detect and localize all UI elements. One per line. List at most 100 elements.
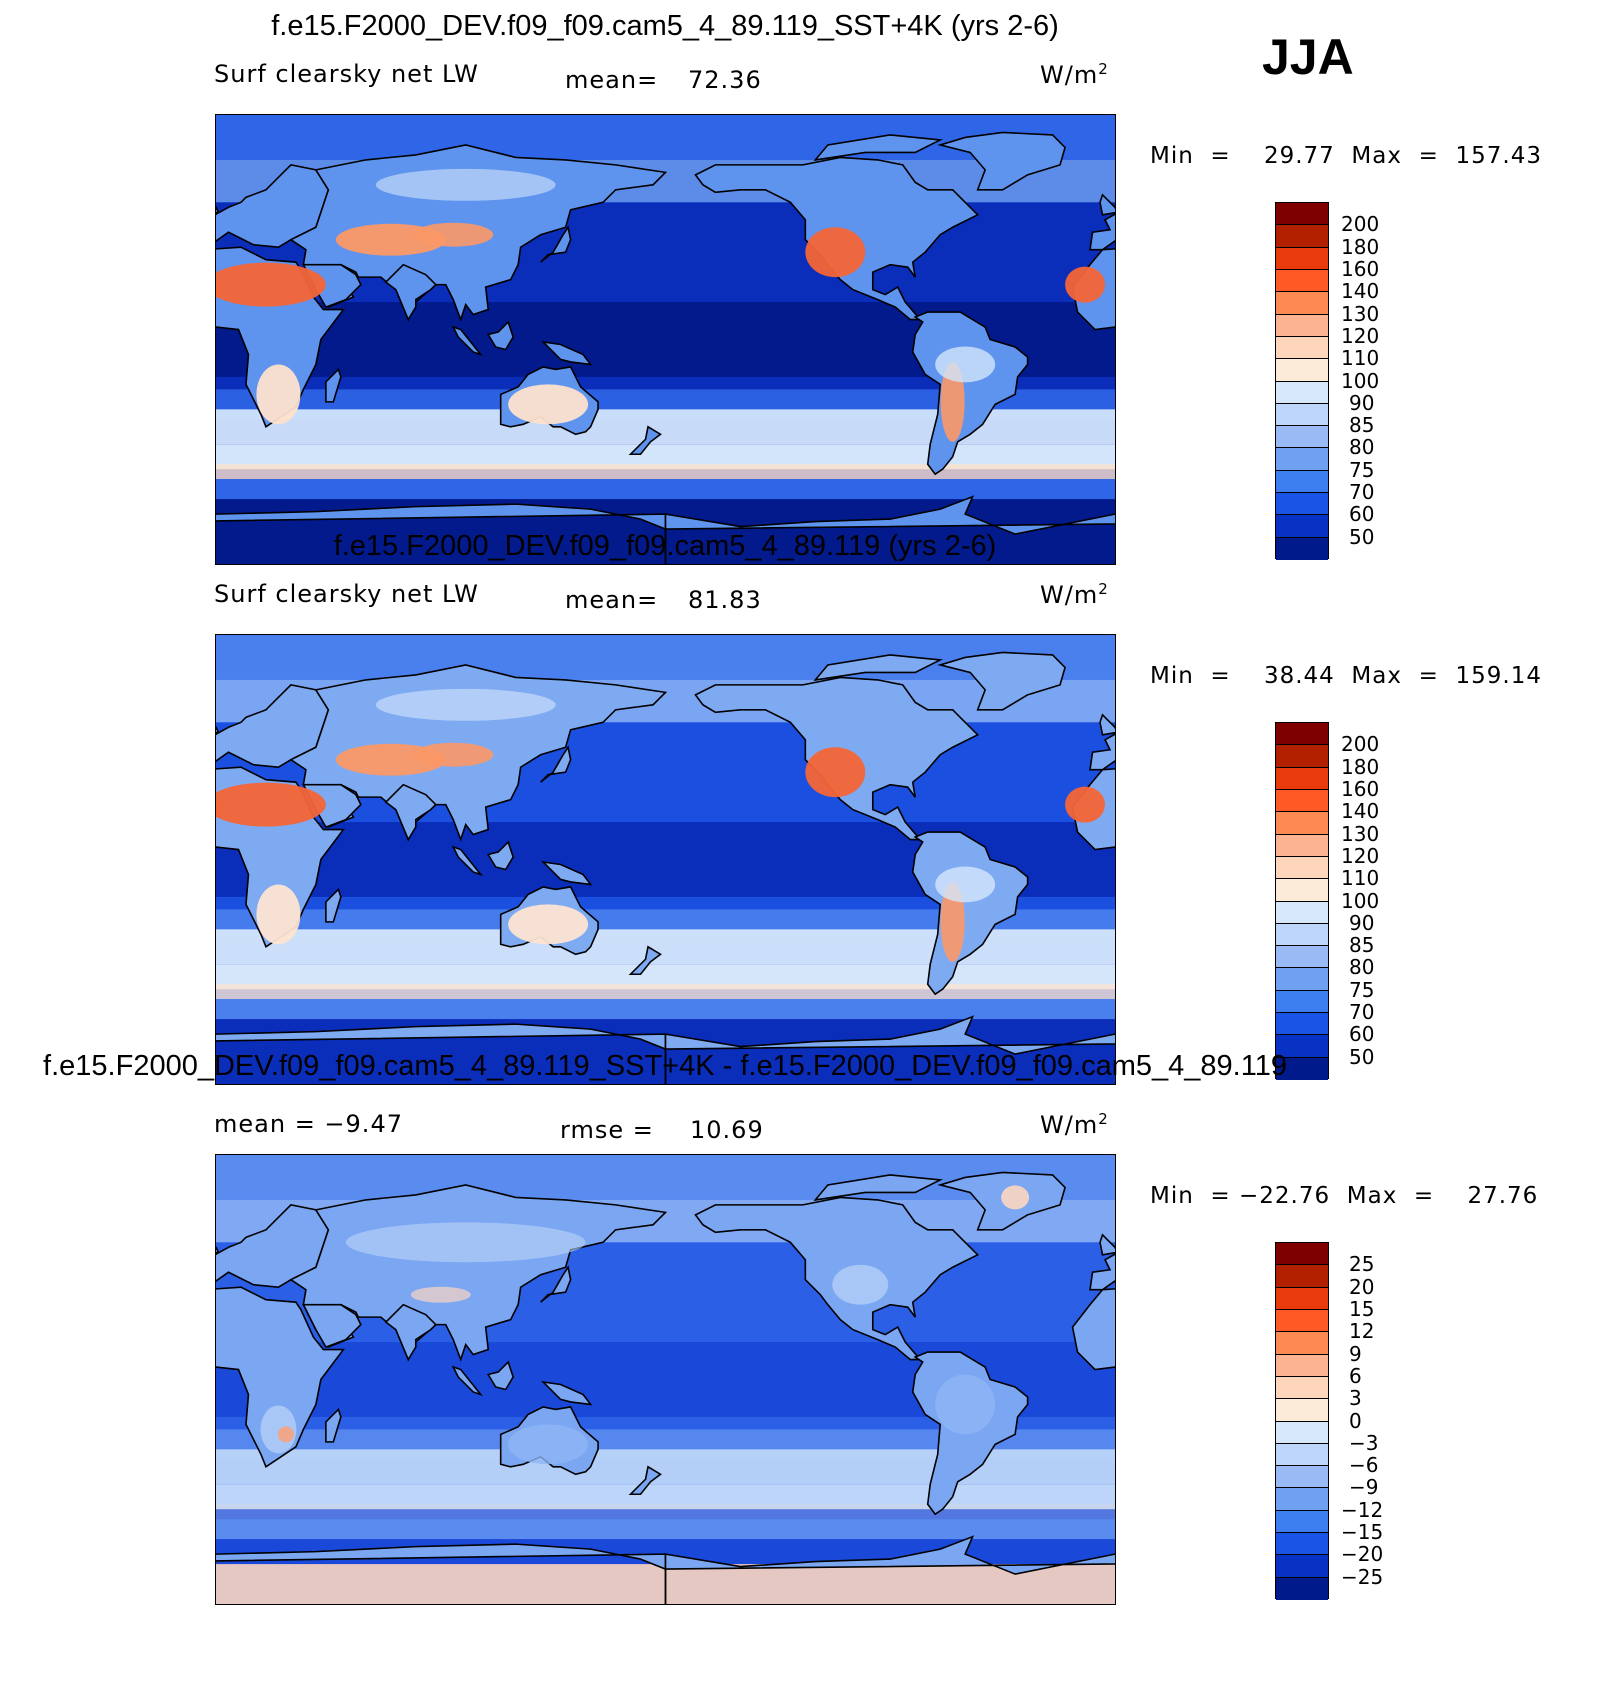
colorbar-tick-label: 120 (1341, 323, 1380, 348)
colorbar-swatch (1276, 269, 1328, 293)
stat-label: mean= (565, 586, 659, 614)
variable-label: mean = −9.47 (214, 1110, 403, 1138)
colorbar-swatch (1276, 515, 1328, 538)
colorbar (1275, 722, 1329, 1080)
colorbar-tick-label: 100 (1341, 888, 1380, 913)
colorbar-swatch (1276, 381, 1328, 404)
colorbar-swatch (1276, 225, 1328, 248)
colorbar-swatch (1276, 1309, 1328, 1333)
colorbar-swatch (1276, 1035, 1328, 1058)
colorbar-tick-label: 6 (1349, 1363, 1362, 1388)
colorbar-swatch (1276, 879, 1328, 902)
colorbar-labels: 200 180 160 140 130 120 110 100 90 85 80 75 70 60 50 (1341, 202, 1401, 559)
colorbar-tick-label: −3 (1349, 1430, 1379, 1455)
colorbar-swatch (1276, 1399, 1328, 1422)
colorbar (1275, 1242, 1329, 1600)
colorbar-swatch (1276, 470, 1328, 494)
colorbar-swatch (1276, 359, 1328, 382)
colorbar-tick-label: −20 (1341, 1542, 1384, 1567)
colorbar-swatch (1276, 1555, 1328, 1578)
colorbar-tick-label: 85 (1349, 933, 1375, 958)
colorbar-tick-label: 140 (1341, 799, 1380, 824)
map-frame (215, 634, 1116, 1085)
colorbar-tick-label: 80 (1349, 435, 1375, 460)
colorbar-tick-label: −25 (1341, 1564, 1384, 1589)
colorbar-tick-label: 130 (1341, 821, 1380, 846)
colorbar-labels: 25 20 15 12 9 6 3 0 −3 −6 −9 −12 −15 −20 −25 (1341, 1242, 1401, 1599)
colorbar-swatch (1276, 723, 1328, 746)
colorbar-tick-label: 80 (1349, 955, 1375, 980)
colorbar-swatch (1276, 812, 1328, 835)
colorbar-tick-label: 90 (1349, 390, 1375, 415)
map-panel-3: f.e15.F2000_DEV.f09_f09.cam5_4_89.119_SS… (0, 1040, 1608, 1610)
colorbar-tick-label: 75 (1349, 457, 1375, 482)
unit-label: W/m2 (1040, 580, 1109, 609)
colorbar-tick-label: 160 (1341, 256, 1380, 281)
map-field (216, 1155, 1115, 1604)
colorbar-tick-label: 60 (1349, 502, 1375, 527)
colorbar-swatch (1276, 923, 1328, 947)
colorbar-tick-label: 9 (1349, 1341, 1362, 1366)
colorbar-tick-label: 60 (1349, 1022, 1375, 1047)
colorbar-swatch (1276, 990, 1328, 1014)
unit-label: W/m2 (1040, 60, 1109, 89)
colorbar-tick-label: 180 (1341, 754, 1380, 779)
colorbar-tick-label: 50 (1349, 524, 1375, 549)
map-panel-2: f.e15.F2000_DEV.f09_f09.cam5_4_89.119 (y… (0, 520, 1608, 1090)
map-panel-1: f.e15.F2000_DEV.f09_f09.cam5_4_89.119_SS… (0, 0, 1608, 570)
stat-value: 81.83 (688, 586, 762, 614)
colorbar-swatch (1276, 1287, 1328, 1310)
colorbar-swatch (1276, 1421, 1328, 1444)
colorbar-swatch (1276, 1510, 1328, 1534)
colorbar-swatch (1276, 1332, 1328, 1355)
colorbar-tick-label: 130 (1341, 301, 1380, 326)
colorbar-swatch (1276, 1533, 1328, 1556)
season-label: JJA (1262, 29, 1354, 85)
colorbar-swatch (1276, 834, 1328, 857)
min-max-label: Min = 29.77 Max = 157.43 (1150, 143, 1542, 169)
colorbar-tick-label: 70 (1349, 1000, 1375, 1025)
colorbar-tick-label: 12 (1349, 1319, 1375, 1344)
colorbar-swatch (1276, 493, 1328, 516)
colorbar-labels: 200 180 160 140 130 120 110 100 90 85 80 75 70 60 50 (1341, 722, 1401, 1079)
colorbar-tick-label: 200 (1341, 212, 1380, 237)
min-max-label: Min = 38.44 Max = 159.14 (1150, 663, 1542, 689)
colorbar-tick-label: 15 (1349, 1296, 1375, 1321)
colorbar-tick-label: 160 (1341, 776, 1380, 801)
map-field (216, 635, 1115, 1084)
colorbar-swatch (1276, 203, 1328, 226)
colorbar-tick-label: −6 (1349, 1453, 1379, 1478)
colorbar-swatch (1276, 946, 1328, 969)
colorbar-tick-label: 200 (1341, 732, 1380, 757)
colorbar-tick-label: 100 (1341, 368, 1380, 393)
map-frame (215, 114, 1116, 565)
colorbar-swatch (1276, 1466, 1328, 1489)
colorbar-tick-label: −12 (1341, 1497, 1384, 1522)
colorbar-swatch (1276, 448, 1328, 471)
colorbar-swatch (1276, 968, 1328, 991)
colorbar-swatch (1276, 901, 1328, 924)
colorbar-swatch (1276, 1577, 1328, 1600)
colorbar-swatch (1276, 314, 1328, 337)
colorbar-swatch (1276, 1013, 1328, 1036)
colorbar-tick-label: 25 (1349, 1252, 1375, 1277)
colorbar-tick-label: 50 (1349, 1044, 1375, 1069)
colorbar-swatch (1276, 1057, 1328, 1080)
colorbar-swatch (1276, 426, 1328, 449)
colorbar-tick-label: 180 (1341, 234, 1380, 259)
min-max-label: Min = −22.76 Max = 27.76 (1150, 1183, 1539, 1209)
colorbar-swatch (1276, 856, 1328, 880)
colorbar-swatch (1276, 745, 1328, 768)
panel-title: f.e15.F2000_DEV.f09_f09.cam5_4_89.119 (y… (333, 530, 997, 562)
stat-label: rmse = (560, 1116, 654, 1144)
stat-label: mean= (565, 66, 659, 94)
colorbar-swatch (1276, 1265, 1328, 1288)
colorbar-swatch (1276, 1488, 1328, 1511)
stat-value: 72.36 (688, 66, 762, 94)
colorbar (1275, 202, 1329, 560)
colorbar-tick-label: 85 (1349, 413, 1375, 438)
colorbar-swatch (1276, 1443, 1328, 1467)
variable-label: Surf clearsky net LW (214, 580, 479, 608)
colorbar-tick-label: 0 (1349, 1408, 1362, 1433)
colorbar-tick-label: 20 (1349, 1274, 1375, 1299)
